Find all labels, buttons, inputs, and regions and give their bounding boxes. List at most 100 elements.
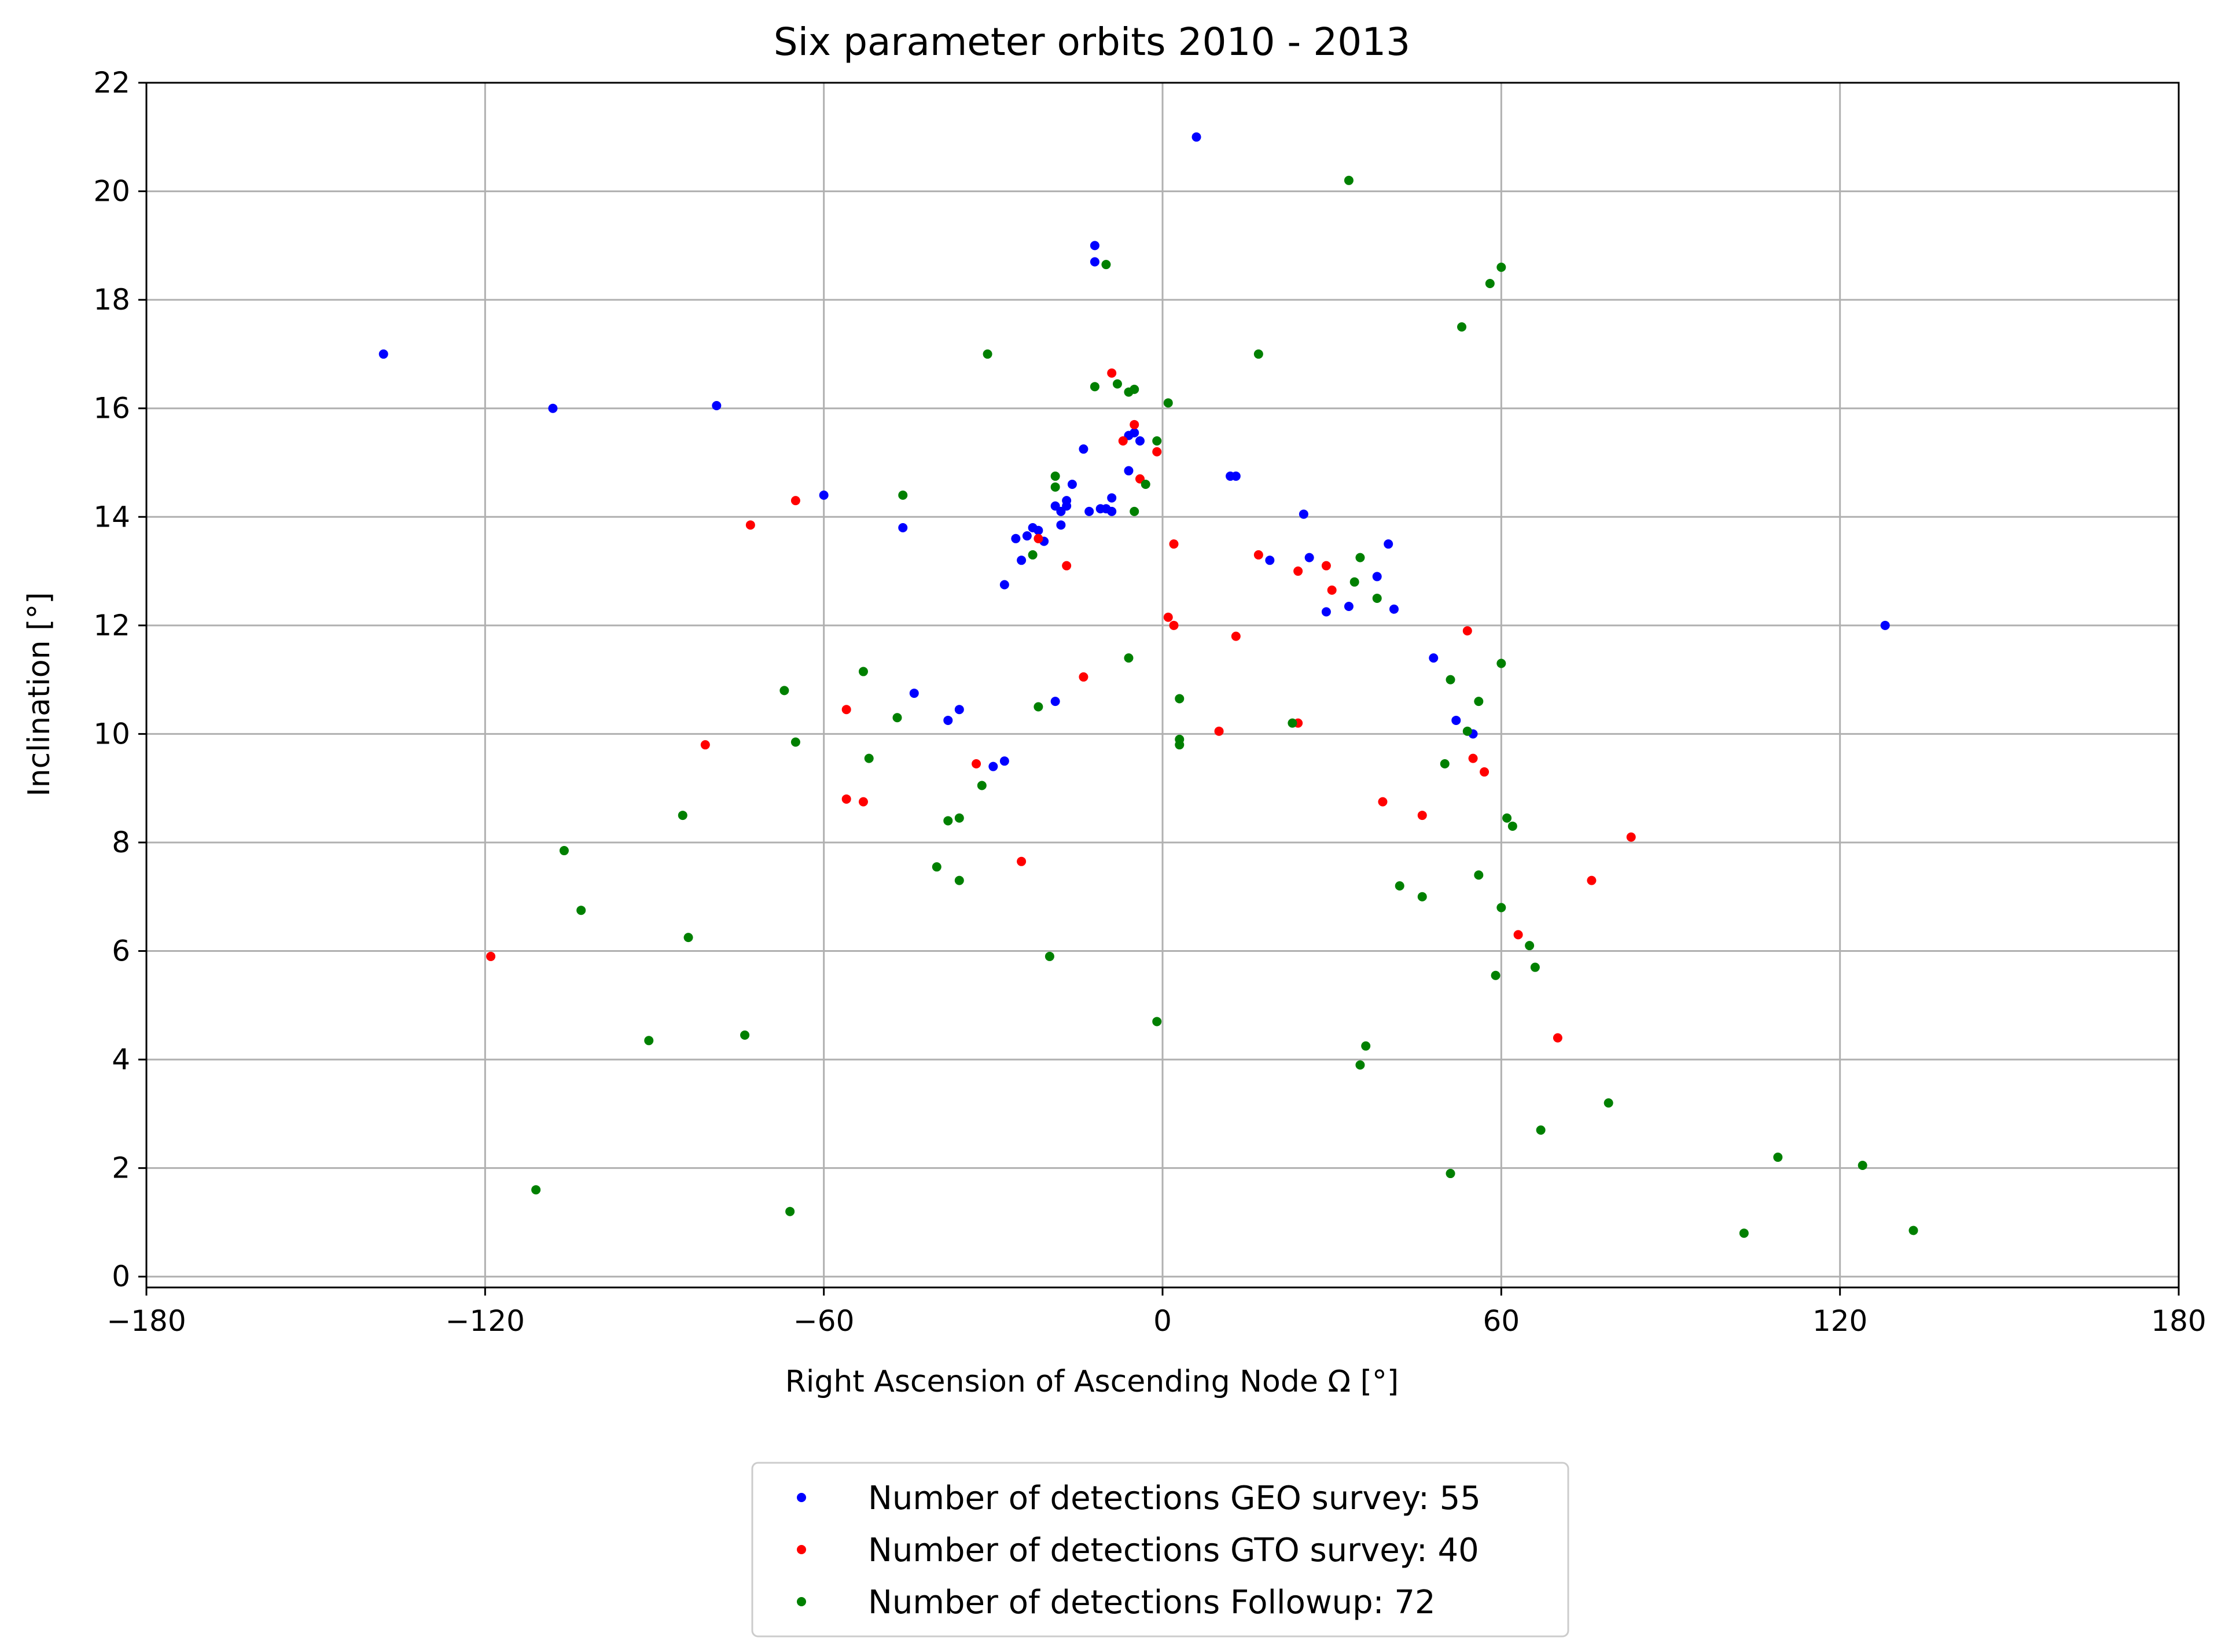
followup-point: [1372, 593, 1382, 603]
legend: Number of detections GEO survey: 55 Numb…: [751, 1462, 1569, 1638]
gto-survey-point: [1231, 631, 1241, 641]
legend-box: [751, 1462, 1569, 1638]
geo-survey-point: [1880, 620, 1890, 630]
geo-survey-point: [1372, 572, 1382, 582]
followup-point: [1491, 970, 1501, 980]
followup-point: [1474, 697, 1484, 707]
followup-point: [1773, 1152, 1783, 1162]
followup-point: [678, 811, 687, 821]
y-axis-label: Inclination [°]: [22, 592, 57, 796]
grid-lines: [145, 82, 2180, 1287]
gto-survey-point: [1034, 534, 1043, 543]
gto-survey-point: [1587, 875, 1597, 885]
geo-survey-point: [1034, 525, 1043, 535]
x-tick-label: 120: [1812, 1304, 1867, 1338]
legend-marker-gto: [797, 1545, 806, 1554]
gto-survey-point: [1327, 585, 1337, 595]
geo-survey-point: [1090, 241, 1099, 251]
followup-point: [1050, 482, 1060, 492]
followup-point: [1908, 1226, 1918, 1235]
followup-point: [1485, 279, 1495, 288]
gto-survey-point: [1130, 420, 1139, 429]
followup-point: [1440, 759, 1450, 768]
geo-survey-point: [1191, 132, 1201, 142]
geo-survey-point: [999, 756, 1009, 766]
chart-title: Six parameter orbits 2010 - 2013: [774, 20, 1410, 64]
y-tick-label: 20: [93, 175, 130, 208]
gto-survey-point: [1468, 753, 1478, 763]
geo-survey-point: [1265, 555, 1275, 565]
followup-point: [1525, 941, 1535, 951]
followup-point: [683, 933, 693, 943]
geo-survey-point: [712, 401, 722, 411]
followup-point: [779, 686, 789, 696]
geo-survey-point: [1084, 506, 1094, 516]
followup-point: [790, 737, 800, 747]
gto-survey-point: [1293, 566, 1303, 576]
x-tick-label: −60: [793, 1304, 855, 1338]
geo-survey-point: [1067, 480, 1077, 489]
gto-survey-point: [1214, 726, 1224, 736]
x-tick-label: −120: [446, 1304, 525, 1338]
gto-survey-point: [1169, 620, 1179, 630]
y-tick-label: 14: [93, 500, 130, 534]
followup-point: [1604, 1098, 1613, 1108]
followup-point: [1045, 951, 1054, 961]
y-tick-label: 8: [112, 826, 130, 859]
followup-point: [1496, 658, 1506, 668]
legend-marker-followup: [797, 1597, 806, 1606]
geo-survey-point: [1107, 506, 1117, 516]
geo-survey-point: [1429, 653, 1439, 663]
followup-point: [1417, 892, 1427, 902]
followup-point: [740, 1030, 750, 1040]
y-tick-label: 22: [93, 66, 130, 100]
followup-point: [1739, 1228, 1749, 1238]
gto-survey-point: [841, 705, 851, 715]
gto-survey-point: [1107, 368, 1117, 378]
followup-point: [1175, 694, 1185, 704]
followup-point: [1536, 1125, 1546, 1135]
followup-point: [1152, 436, 1162, 446]
gto-survey-point: [1321, 561, 1331, 571]
geo-survey-point: [909, 689, 919, 698]
followup-point: [785, 1206, 795, 1216]
followup-point: [1474, 870, 1484, 880]
gto-survey-point: [1513, 930, 1523, 940]
x-tick-label: 180: [2151, 1304, 2206, 1338]
gto-survey-point: [790, 496, 800, 506]
followup-point: [1141, 480, 1150, 489]
legend-label-gto: Number of detections GTO survey: 40: [868, 1532, 1479, 1569]
geo-survey-point: [548, 403, 558, 413]
gto-survey-point: [1553, 1033, 1562, 1043]
followup-point: [983, 349, 992, 359]
followup-point: [943, 816, 953, 826]
gto-survey-point: [1462, 626, 1472, 636]
followup-point: [576, 906, 586, 915]
y-tick-label: 12: [93, 609, 130, 642]
followup-point: [1034, 702, 1043, 712]
followup-point: [1858, 1160, 1867, 1170]
gto-survey-point: [1163, 612, 1173, 622]
followup-point: [1355, 553, 1365, 562]
gto-survey-point: [486, 951, 496, 961]
geo-survey-point: [1011, 534, 1021, 543]
followup-point: [932, 862, 942, 872]
followup-point: [1112, 379, 1122, 389]
followup-point: [858, 667, 868, 676]
geo-survey-point: [1062, 496, 1072, 506]
geo-survey-point: [954, 705, 964, 715]
gto-survey-point: [1017, 856, 1027, 866]
followup-point: [1502, 813, 1512, 823]
geo-survey-point: [1135, 436, 1145, 446]
followup-point: [1288, 718, 1297, 728]
followup-point: [1253, 349, 1263, 359]
legend-label-followup: Number of detections Followup: 72: [868, 1584, 1436, 1621]
followup-point: [1446, 1169, 1455, 1179]
y-tick-label: 18: [93, 283, 130, 317]
gto-survey-point: [1480, 767, 1490, 777]
gto-survey-point: [972, 759, 981, 768]
geo-survey-point: [1050, 697, 1060, 707]
gto-survey-point: [1152, 447, 1162, 457]
followup-point: [1349, 577, 1359, 587]
geo-survey-point: [898, 523, 908, 533]
